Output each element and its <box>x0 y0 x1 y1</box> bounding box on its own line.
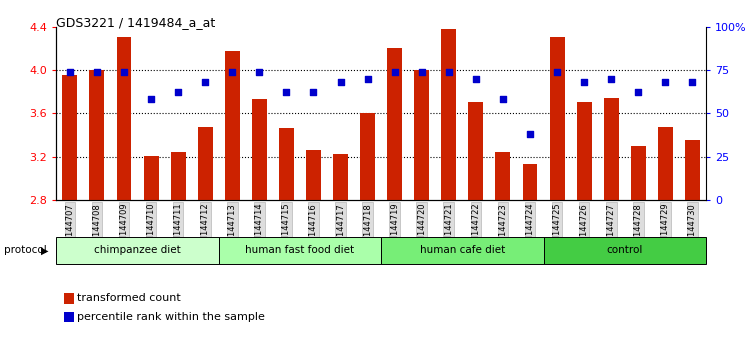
Point <box>199 79 211 85</box>
Bar <box>62 75 77 200</box>
Bar <box>415 70 429 200</box>
Bar <box>577 102 592 200</box>
Bar <box>170 152 185 200</box>
Bar <box>550 38 565 200</box>
Point <box>172 90 184 95</box>
Bar <box>496 152 511 200</box>
Point <box>307 90 319 95</box>
Point <box>632 90 644 95</box>
Point <box>551 69 563 74</box>
Point <box>686 79 698 85</box>
Point <box>416 69 428 74</box>
Bar <box>604 98 619 200</box>
Text: control: control <box>607 245 643 256</box>
Point <box>605 76 617 81</box>
Point <box>578 79 590 85</box>
Bar <box>306 150 321 200</box>
Bar <box>381 237 544 264</box>
Point <box>64 69 76 74</box>
Bar <box>333 154 348 200</box>
Point <box>361 76 373 81</box>
Text: chimpanzee diet: chimpanzee diet <box>94 245 181 256</box>
Point <box>280 90 292 95</box>
Bar <box>252 99 267 200</box>
Bar <box>116 38 131 200</box>
Bar <box>89 70 104 200</box>
Bar <box>388 48 402 200</box>
Point <box>145 97 157 102</box>
Bar <box>523 164 538 200</box>
Point <box>118 69 130 74</box>
Bar <box>219 237 381 264</box>
Text: percentile rank within the sample: percentile rank within the sample <box>77 312 265 322</box>
Bar <box>442 29 457 200</box>
Point <box>389 69 401 74</box>
Bar <box>544 237 706 264</box>
Bar <box>658 127 673 200</box>
Point <box>226 69 238 74</box>
Bar <box>198 127 213 200</box>
Text: protocol: protocol <box>4 245 47 256</box>
Point <box>443 69 455 74</box>
Point <box>524 131 536 137</box>
Point <box>659 79 671 85</box>
Point <box>253 69 265 74</box>
Point <box>334 79 346 85</box>
Bar <box>225 51 240 200</box>
Bar <box>56 237 219 264</box>
Point <box>497 97 509 102</box>
Bar <box>469 102 484 200</box>
Point <box>91 69 103 74</box>
Bar <box>631 146 646 200</box>
Text: human cafe diet: human cafe diet <box>420 245 505 256</box>
Bar <box>279 129 294 200</box>
Text: human fast food diet: human fast food diet <box>246 245 354 256</box>
Text: transformed count: transformed count <box>77 293 181 303</box>
Point <box>470 76 482 81</box>
Text: GDS3221 / 1419484_a_at: GDS3221 / 1419484_a_at <box>56 16 216 29</box>
Text: ▶: ▶ <box>41 245 48 256</box>
Bar <box>143 155 158 200</box>
Bar <box>685 141 700 200</box>
Bar <box>360 113 375 200</box>
